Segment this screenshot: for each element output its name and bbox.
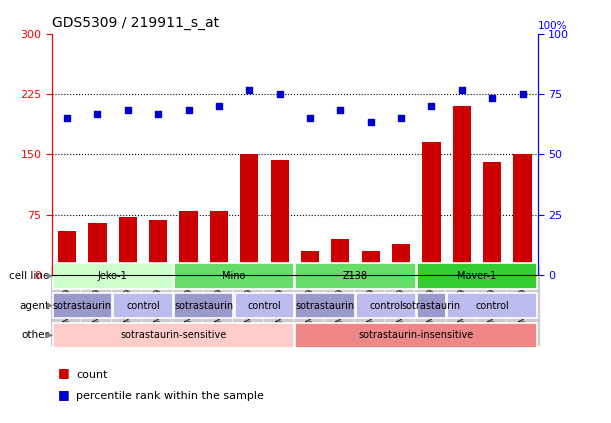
Text: agent: agent [20,301,49,310]
Text: GSM1044974: GSM1044974 [366,277,375,333]
Point [275,91,285,98]
Bar [513,154,532,275]
Bar [89,222,106,275]
Bar [417,293,446,318]
Point [62,115,72,122]
Text: Z138: Z138 [343,271,368,281]
Text: Jeko-1: Jeko-1 [98,271,128,281]
Text: control: control [475,301,509,310]
Text: percentile rank within the sample: percentile rank within the sample [76,391,264,401]
Text: GSM1044973: GSM1044973 [214,277,224,333]
Bar [417,264,537,288]
Point [457,87,467,93]
Text: 100%: 100% [538,22,567,31]
Text: ■: ■ [58,366,70,379]
Point [244,87,254,93]
Text: GSM1044972: GSM1044972 [275,277,284,333]
Text: GSM1044979: GSM1044979 [427,277,436,333]
Point [366,119,376,126]
Text: sotrastaurin: sotrastaurin [402,301,461,310]
Point [426,103,436,110]
Bar [356,293,415,318]
Bar [483,162,501,275]
Text: GSM1044976: GSM1044976 [397,277,406,333]
Text: GSM1044968: GSM1044968 [154,277,163,333]
Text: sotrastaurin: sotrastaurin [174,301,233,310]
Bar [180,211,197,275]
Text: GSM1044981: GSM1044981 [457,277,466,333]
Bar [174,293,233,318]
Text: sotrastaurin: sotrastaurin [53,301,112,310]
Bar [113,293,173,318]
Point [123,107,133,114]
Text: sotrastaurin-sensitive: sotrastaurin-sensitive [120,330,227,340]
Point [184,107,194,114]
Text: GSM1044971: GSM1044971 [184,277,193,333]
Text: ■: ■ [58,387,70,401]
Bar [453,106,471,275]
Text: GSM1044977: GSM1044977 [336,277,345,333]
Bar [271,160,289,275]
Text: control: control [126,301,160,310]
Bar [210,211,228,275]
Bar [295,264,415,288]
Point [396,115,406,122]
Bar [295,293,355,318]
Text: count: count [76,370,108,380]
Text: GSM1044967: GSM1044967 [62,277,71,333]
Point [487,95,497,102]
Text: GSM1044978: GSM1044978 [488,277,497,333]
Text: control: control [369,301,403,310]
Bar [119,217,137,275]
Bar [295,323,537,348]
Text: GSM1044980: GSM1044980 [518,277,527,333]
Text: control: control [247,301,281,310]
Bar [174,264,295,288]
Text: GSM1044975: GSM1044975 [306,277,315,333]
Point [153,111,163,118]
Text: cell line: cell line [9,271,49,281]
Point [214,103,224,110]
Text: sotrastaurin: sotrastaurin [296,301,355,310]
Bar [422,142,441,275]
Text: Maver-1: Maver-1 [458,271,497,281]
Bar [235,293,295,318]
Bar [240,154,258,275]
Text: GSM1044966: GSM1044966 [123,277,133,333]
Bar [149,220,167,275]
Bar [58,231,76,275]
Point [518,91,527,98]
Bar [447,293,537,318]
Text: GSM1044969: GSM1044969 [93,277,102,333]
Point [305,115,315,122]
Bar [53,293,112,318]
Bar [392,244,410,275]
Bar [53,264,173,288]
Text: GDS5309 / 219911_s_at: GDS5309 / 219911_s_at [52,16,219,30]
Bar [53,323,295,348]
Bar [362,251,380,275]
Text: GSM1044970: GSM1044970 [245,277,254,333]
Point [93,111,103,118]
Point [335,107,345,114]
Text: Mino: Mino [222,271,246,281]
Text: sotrastaurin-insensitive: sotrastaurin-insensitive [359,330,474,340]
Bar [301,251,319,275]
Bar [331,239,349,275]
Text: other: other [21,330,49,340]
